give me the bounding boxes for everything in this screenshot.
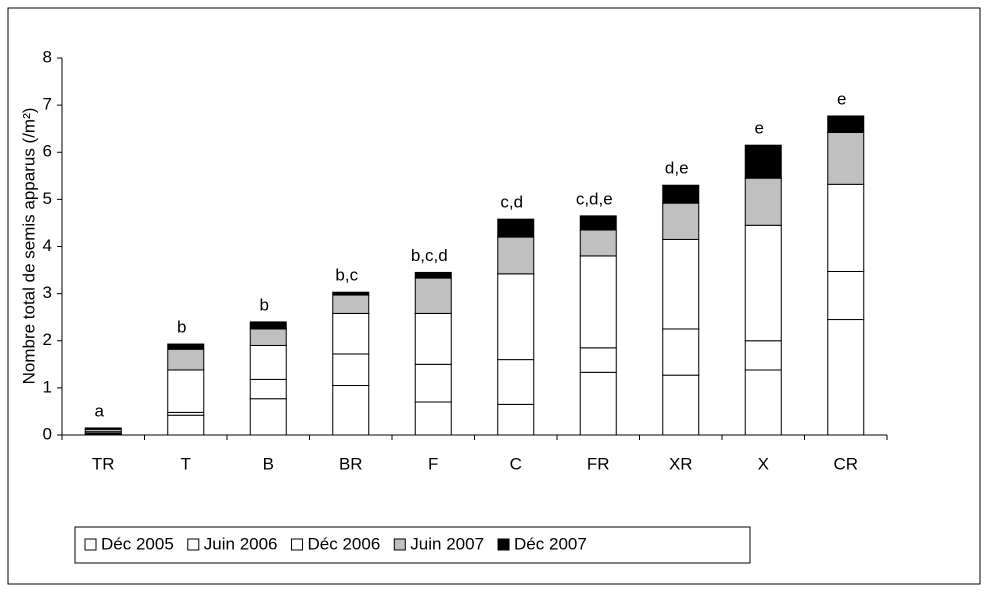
- y-tick-label: 2: [43, 330, 52, 349]
- significance-label: b: [260, 295, 269, 314]
- significance-label: b,c,d: [411, 246, 448, 265]
- x-tick-label: FR: [587, 454, 610, 473]
- bar-segment: [579, 229, 617, 257]
- x-tick-label: F: [428, 454, 438, 473]
- bar-segment: [662, 328, 700, 376]
- bar-segment: [497, 359, 535, 405]
- y-tick-label: 5: [43, 189, 52, 208]
- bar-segment: [167, 348, 205, 371]
- bar-segment: [249, 328, 287, 346]
- bar-segment: [167, 343, 205, 350]
- bar-segment: [579, 255, 617, 349]
- y-tick-label: 0: [43, 424, 52, 443]
- bar-segment: [332, 312, 370, 355]
- bar-segment: [579, 371, 617, 436]
- legend-swatch: [393, 538, 406, 551]
- significance-label: e: [837, 89, 846, 108]
- y-tick-label: 1: [43, 377, 52, 396]
- x-tick-label: C: [510, 454, 522, 473]
- bar-segment: [332, 291, 370, 296]
- significance-label: c,d: [500, 193, 523, 212]
- legend-label: Déc 2006: [308, 534, 381, 553]
- legend-swatch: [187, 538, 200, 551]
- x-tick-label: XR: [669, 454, 693, 473]
- bar-segment: [579, 215, 617, 231]
- bar-segment: [249, 398, 287, 436]
- bar-segment: [744, 340, 782, 371]
- y-tick-label: 8: [43, 47, 52, 66]
- y-tick-label: 4: [43, 236, 52, 255]
- bar-segment: [579, 347, 617, 373]
- bar-segment: [414, 312, 452, 365]
- x-tick-label: CR: [833, 454, 858, 473]
- bar-segment: [332, 294, 370, 314]
- legend-swatch: [497, 538, 510, 551]
- legend-label: Déc 2005: [101, 534, 174, 553]
- bar-segment: [744, 224, 782, 342]
- bar-segment: [662, 238, 700, 330]
- x-tick-label: X: [758, 454, 769, 473]
- significance-label: b: [177, 318, 186, 337]
- bar-segment: [744, 369, 782, 436]
- bar-segment: [662, 184, 700, 204]
- y-tick-label: 7: [43, 95, 52, 114]
- bar-segment: [84, 427, 122, 430]
- bar-segment: [744, 144, 782, 179]
- bar-segment: [827, 115, 865, 133]
- significance-label: a: [95, 401, 105, 420]
- bar-segment: [662, 374, 700, 436]
- legend-label: Déc 2007: [514, 534, 587, 553]
- bar-segment: [497, 273, 535, 361]
- bar-segment: [414, 277, 452, 314]
- x-tick-label: B: [263, 454, 274, 473]
- bar-segment: [414, 363, 452, 403]
- bar-segment: [249, 321, 287, 330]
- bar-segment: [827, 319, 865, 436]
- bar-segment: [497, 236, 535, 275]
- bar-segment: [744, 177, 782, 226]
- bar-segment: [249, 344, 287, 380]
- bar-segment: [167, 369, 205, 413]
- significance-label: c,d,e: [576, 189, 613, 208]
- x-tick-label: BR: [339, 454, 363, 473]
- bar-segment: [497, 403, 535, 436]
- bar-segment: [249, 378, 287, 400]
- significance-label: d,e: [665, 159, 689, 178]
- legend-label: Juin 2007: [410, 534, 484, 553]
- bar-segment: [332, 385, 370, 436]
- legend-swatch: [84, 538, 97, 551]
- chart-border: [7, 7, 981, 585]
- y-tick-label: 3: [43, 283, 52, 302]
- legend-swatch: [291, 538, 304, 551]
- bar-segment: [332, 353, 370, 387]
- x-tick-label: T: [181, 454, 191, 473]
- y-tick-label: 6: [43, 142, 52, 161]
- significance-label: e: [755, 119, 764, 138]
- significance-label: b,c: [335, 266, 358, 285]
- bar-segment: [827, 131, 865, 185]
- y-axis-title: Nombre total de semis apparus (/m²): [19, 108, 38, 385]
- bar-segment: [167, 414, 205, 436]
- bar-segment: [827, 183, 865, 272]
- bar-segment: [662, 202, 700, 240]
- legend-label: Juin 2006: [204, 534, 278, 553]
- bar-segment: [497, 218, 535, 238]
- x-tick-label: TR: [92, 454, 115, 473]
- bar-segment: [827, 270, 865, 321]
- bar-segment: [414, 271, 452, 279]
- bar-segment: [414, 401, 452, 436]
